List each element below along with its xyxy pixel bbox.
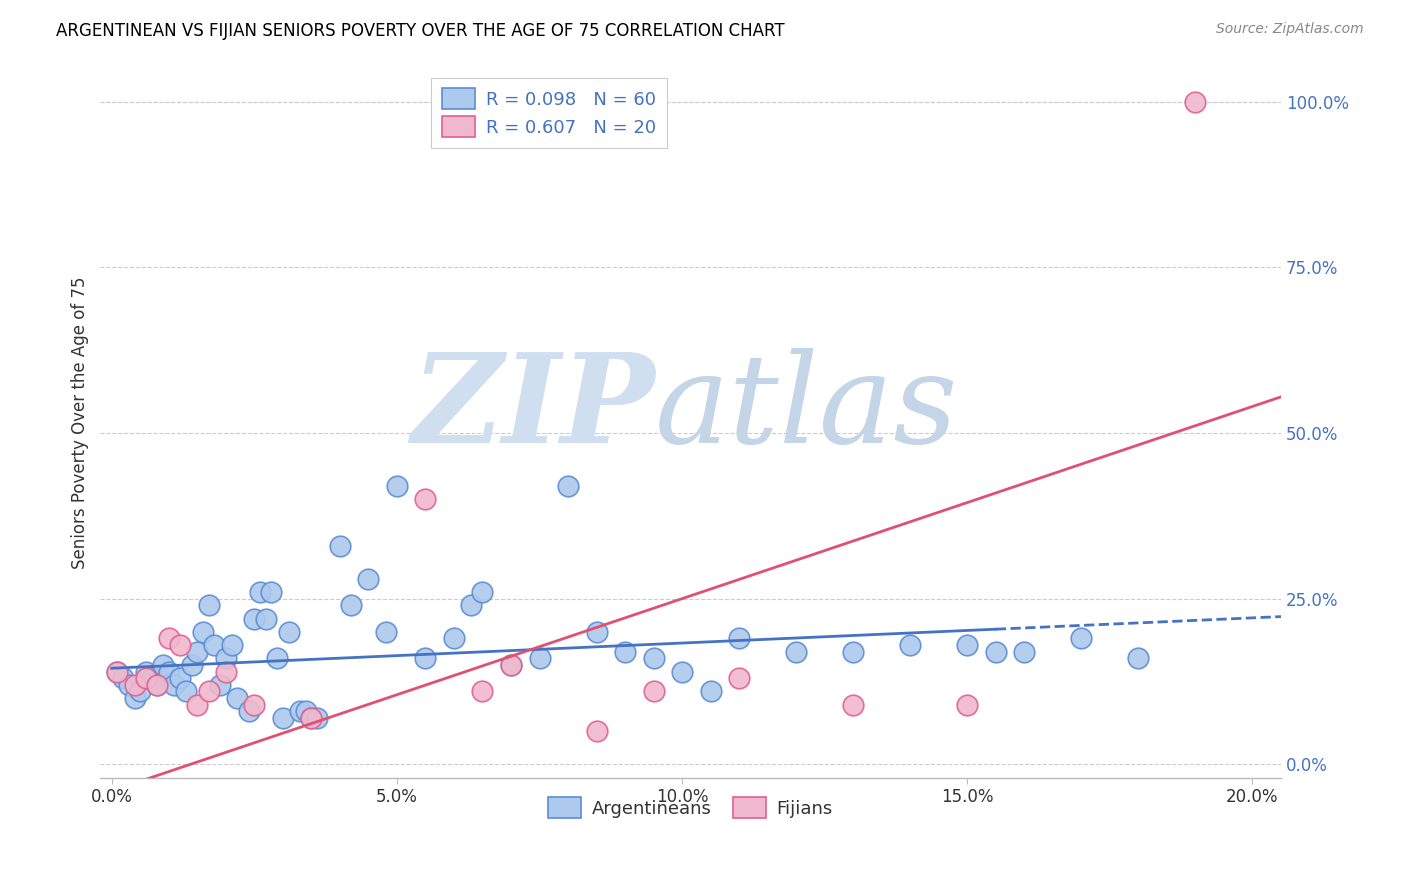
Point: [614, 645, 637, 659]
Point: [1070, 632, 1092, 646]
Point: [340, 599, 363, 613]
Point: [299, 711, 322, 725]
Point: [112, 671, 135, 685]
Point: [842, 698, 865, 712]
Point: [146, 678, 169, 692]
Point: [129, 684, 152, 698]
Point: [180, 657, 202, 672]
Point: [169, 638, 191, 652]
Point: [307, 711, 329, 725]
Y-axis label: Seniors Poverty Over the Age of 75: Seniors Poverty Over the Age of 75: [72, 277, 89, 569]
Point: [243, 611, 266, 625]
Point: [415, 651, 437, 665]
Point: [1128, 651, 1150, 665]
Point: [1184, 95, 1206, 109]
Point: [215, 651, 238, 665]
Point: [357, 572, 380, 586]
Point: [107, 665, 129, 679]
Point: [260, 585, 283, 599]
Point: [984, 645, 1007, 659]
Point: [643, 684, 665, 698]
Point: [186, 645, 208, 659]
Point: [238, 704, 260, 718]
Point: [254, 611, 277, 625]
Point: [329, 539, 352, 553]
Point: [842, 645, 865, 659]
Point: [204, 638, 226, 652]
Point: [243, 698, 266, 712]
Point: [471, 585, 494, 599]
Point: [118, 678, 141, 692]
Point: [157, 632, 180, 646]
Point: [107, 665, 129, 679]
Point: [124, 691, 146, 706]
Point: [249, 585, 271, 599]
Point: [529, 651, 551, 665]
Point: [460, 599, 482, 613]
Legend: Argentineans, Fijians: Argentineans, Fijians: [541, 790, 841, 825]
Point: [135, 671, 157, 685]
Point: [585, 724, 607, 739]
Point: [124, 678, 146, 692]
Point: [174, 684, 197, 698]
Text: Source: ZipAtlas.com: Source: ZipAtlas.com: [1216, 22, 1364, 37]
Point: [643, 651, 665, 665]
Point: [141, 671, 163, 685]
Point: [152, 657, 174, 672]
Text: atlas: atlas: [655, 348, 959, 470]
Point: [585, 624, 607, 639]
Point: [191, 624, 214, 639]
Point: [385, 479, 408, 493]
Point: [266, 651, 288, 665]
Point: [728, 632, 751, 646]
Point: [294, 704, 316, 718]
Point: [956, 638, 979, 652]
Point: [197, 599, 219, 613]
Point: [271, 711, 294, 725]
Point: [699, 684, 721, 698]
Point: [956, 698, 979, 712]
Point: [163, 678, 186, 692]
Point: [415, 492, 437, 507]
Point: [157, 665, 180, 679]
Point: [1014, 645, 1036, 659]
Point: [215, 665, 238, 679]
Point: [471, 684, 494, 698]
Point: [728, 671, 751, 685]
Point: [277, 624, 299, 639]
Text: ARGENTINEAN VS FIJIAN SENIORS POVERTY OVER THE AGE OF 75 CORRELATION CHART: ARGENTINEAN VS FIJIAN SENIORS POVERTY OV…: [56, 22, 785, 40]
Point: [288, 704, 311, 718]
Point: [499, 657, 522, 672]
Point: [186, 698, 208, 712]
Point: [169, 671, 191, 685]
Point: [209, 678, 232, 692]
Point: [299, 711, 322, 725]
Point: [221, 638, 243, 652]
Point: [226, 691, 249, 706]
Point: [785, 645, 807, 659]
Point: [557, 479, 579, 493]
Point: [499, 657, 522, 672]
Point: [671, 665, 693, 679]
Point: [443, 632, 465, 646]
Point: [146, 678, 169, 692]
Text: ZIP: ZIP: [412, 348, 655, 469]
Point: [135, 665, 157, 679]
Point: [898, 638, 921, 652]
Point: [197, 684, 219, 698]
Point: [374, 624, 396, 639]
